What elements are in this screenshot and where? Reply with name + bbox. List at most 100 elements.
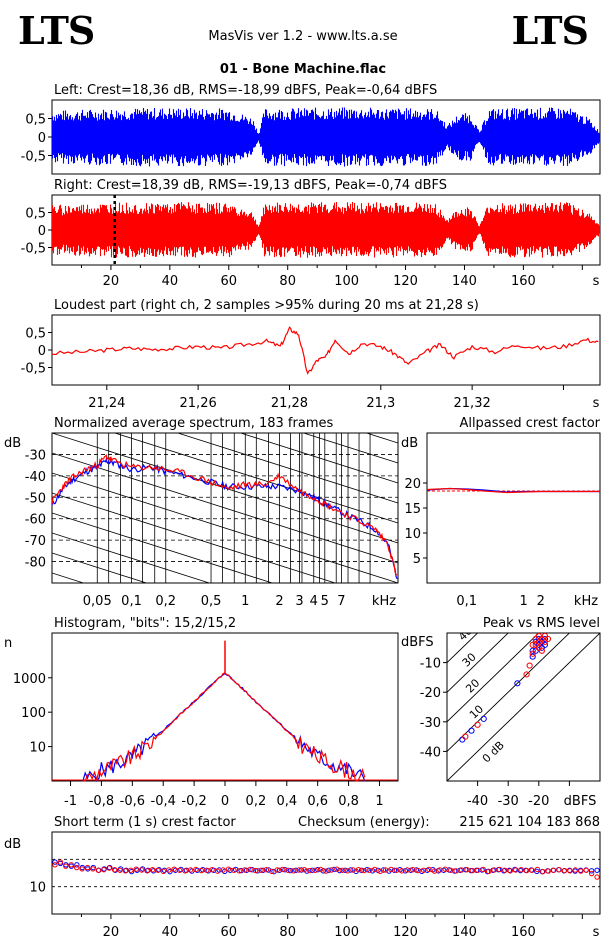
shortterm-point-right	[491, 867, 497, 873]
spectrum-slope-line	[52, 552, 148, 583]
x-tick-label: 80	[279, 274, 296, 289]
shortterm-point-right	[588, 870, 595, 877]
shortterm-point-right	[502, 867, 508, 873]
spectrum-slope-line	[52, 472, 398, 583]
app-title: MasVis ver 1.2 - www.lts.a.se	[208, 29, 397, 44]
shortterm-point-left	[52, 859, 58, 865]
x-tick-label: 160	[511, 274, 536, 289]
x-tick-label: -40	[467, 794, 488, 809]
histogram-ylabel: n	[4, 636, 12, 651]
shortterm-point-right	[220, 867, 226, 873]
shortterm-point-right	[437, 867, 443, 873]
shortterm-point-right	[399, 868, 405, 874]
x-tick-label: 0,2	[246, 794, 267, 809]
shortterm-point-right	[583, 867, 589, 873]
shortterm-point-right	[415, 867, 421, 874]
peakrms-point-right	[474, 721, 481, 728]
crest-line-label: 0 dB	[480, 739, 507, 766]
peakrms-point-right	[523, 671, 530, 678]
shortterm-point-right	[209, 867, 215, 873]
peakrms-point-right	[538, 647, 545, 654]
x-tick-label: 80	[279, 925, 296, 940]
x-tick-label: -1	[64, 794, 77, 809]
shortterm-point-right	[420, 867, 427, 873]
shortterm-point-left	[342, 867, 348, 873]
logo-left: LTS	[18, 8, 95, 53]
x-tick-label: 2	[537, 594, 545, 609]
shortterm-point-right	[301, 867, 308, 873]
x-tick-label: 0	[221, 794, 229, 809]
spectrum-slope-line	[239, 433, 398, 484]
x-tick-label: 21,32	[454, 396, 491, 411]
y-tick-label: 100	[21, 706, 46, 721]
shortterm-point-right	[149, 867, 156, 873]
loudest-frame	[51, 314, 601, 386]
shortterm-point-left	[298, 867, 305, 873]
shortterm-point-right	[529, 867, 535, 873]
x-tick-label: 7	[337, 594, 345, 609]
spectrum-slope-line	[52, 532, 211, 583]
shortterm-point-right	[556, 867, 562, 873]
y-tick-label: -0,5	[21, 242, 46, 257]
shortterm-point-left	[293, 867, 299, 873]
shortterm-point-right	[182, 868, 188, 874]
shortterm-point-right	[523, 867, 530, 874]
y-tick-label: -50	[25, 491, 46, 506]
shortterm-point-right	[307, 867, 313, 874]
peakrms-title: Peak vs RMS level	[483, 616, 600, 631]
x-tick-label: -0,4	[151, 794, 176, 809]
y-tick-label: -40	[25, 470, 46, 485]
x-tick-label: 1	[375, 794, 383, 809]
shortterm-point-right	[68, 862, 74, 868]
x-tick-label: 5	[321, 594, 329, 609]
shortterm-point-left	[139, 866, 146, 872]
y-tick-label: 20	[404, 477, 421, 492]
x-tick-label: 21,28	[271, 396, 308, 411]
shortterm-point-right	[187, 867, 194, 873]
shortterm-point-right	[236, 868, 242, 874]
histogram-title: Histogram, "bits": 15,2/15,2	[54, 616, 236, 631]
y-tick-label: 0,5	[25, 207, 46, 222]
shortterm-point-right	[128, 867, 134, 873]
shortterm-ylabel: dB	[4, 837, 21, 852]
shortterm-point-left	[364, 867, 370, 873]
shortterm-point-right	[285, 867, 291, 873]
shortterm-point-right	[106, 865, 112, 871]
x-tick-label: 0,2	[155, 594, 176, 609]
crest-title: Allpassed crest factor	[459, 416, 600, 431]
x-tick-label: 40	[162, 925, 179, 940]
shortterm-point-left	[282, 867, 288, 873]
x-tick-label: 140	[452, 274, 477, 289]
y-tick-label: -30	[25, 448, 46, 463]
shortterm-point-right	[52, 862, 58, 868]
shortterm-point-left	[320, 868, 326, 874]
shortterm-point-right	[458, 867, 465, 873]
waveform-right	[51, 201, 601, 258]
shortterm-point-left	[249, 867, 255, 873]
shortterm-point-right	[144, 868, 150, 874]
peakrms-point-right	[529, 650, 536, 657]
spectrum-slope-line	[113, 433, 398, 524]
peakrms-point-right	[535, 632, 542, 640]
shortterm-point-right	[204, 867, 210, 873]
peakrms-point-left	[529, 653, 536, 660]
shortterm-point-right	[442, 866, 448, 872]
peakrms-point-left	[529, 647, 536, 654]
loudest-title: Loudest part (right ch, 2 samples >95% d…	[54, 298, 479, 313]
y-tick-label: 10	[29, 881, 46, 896]
shortterm-point-right	[469, 867, 476, 874]
x-tick-label: 3	[295, 594, 303, 609]
crest-line-label: 40	[456, 624, 475, 643]
peakrms-point-right	[462, 733, 469, 740]
shortterm-point-right	[79, 866, 85, 872]
x-tick-label: 120	[393, 925, 418, 940]
shortterm-point-left	[326, 867, 332, 873]
peakrms-point-left	[459, 736, 466, 743]
crest-line-label: 20	[463, 676, 482, 695]
y-tick-label: 10	[29, 741, 46, 756]
shortterm-point-right	[426, 866, 432, 873]
waveform-left	[51, 107, 601, 167]
shortterm-point-left	[254, 868, 261, 874]
y-tick-label: -0,5	[21, 150, 46, 165]
shortterm-point-right	[344, 868, 351, 874]
